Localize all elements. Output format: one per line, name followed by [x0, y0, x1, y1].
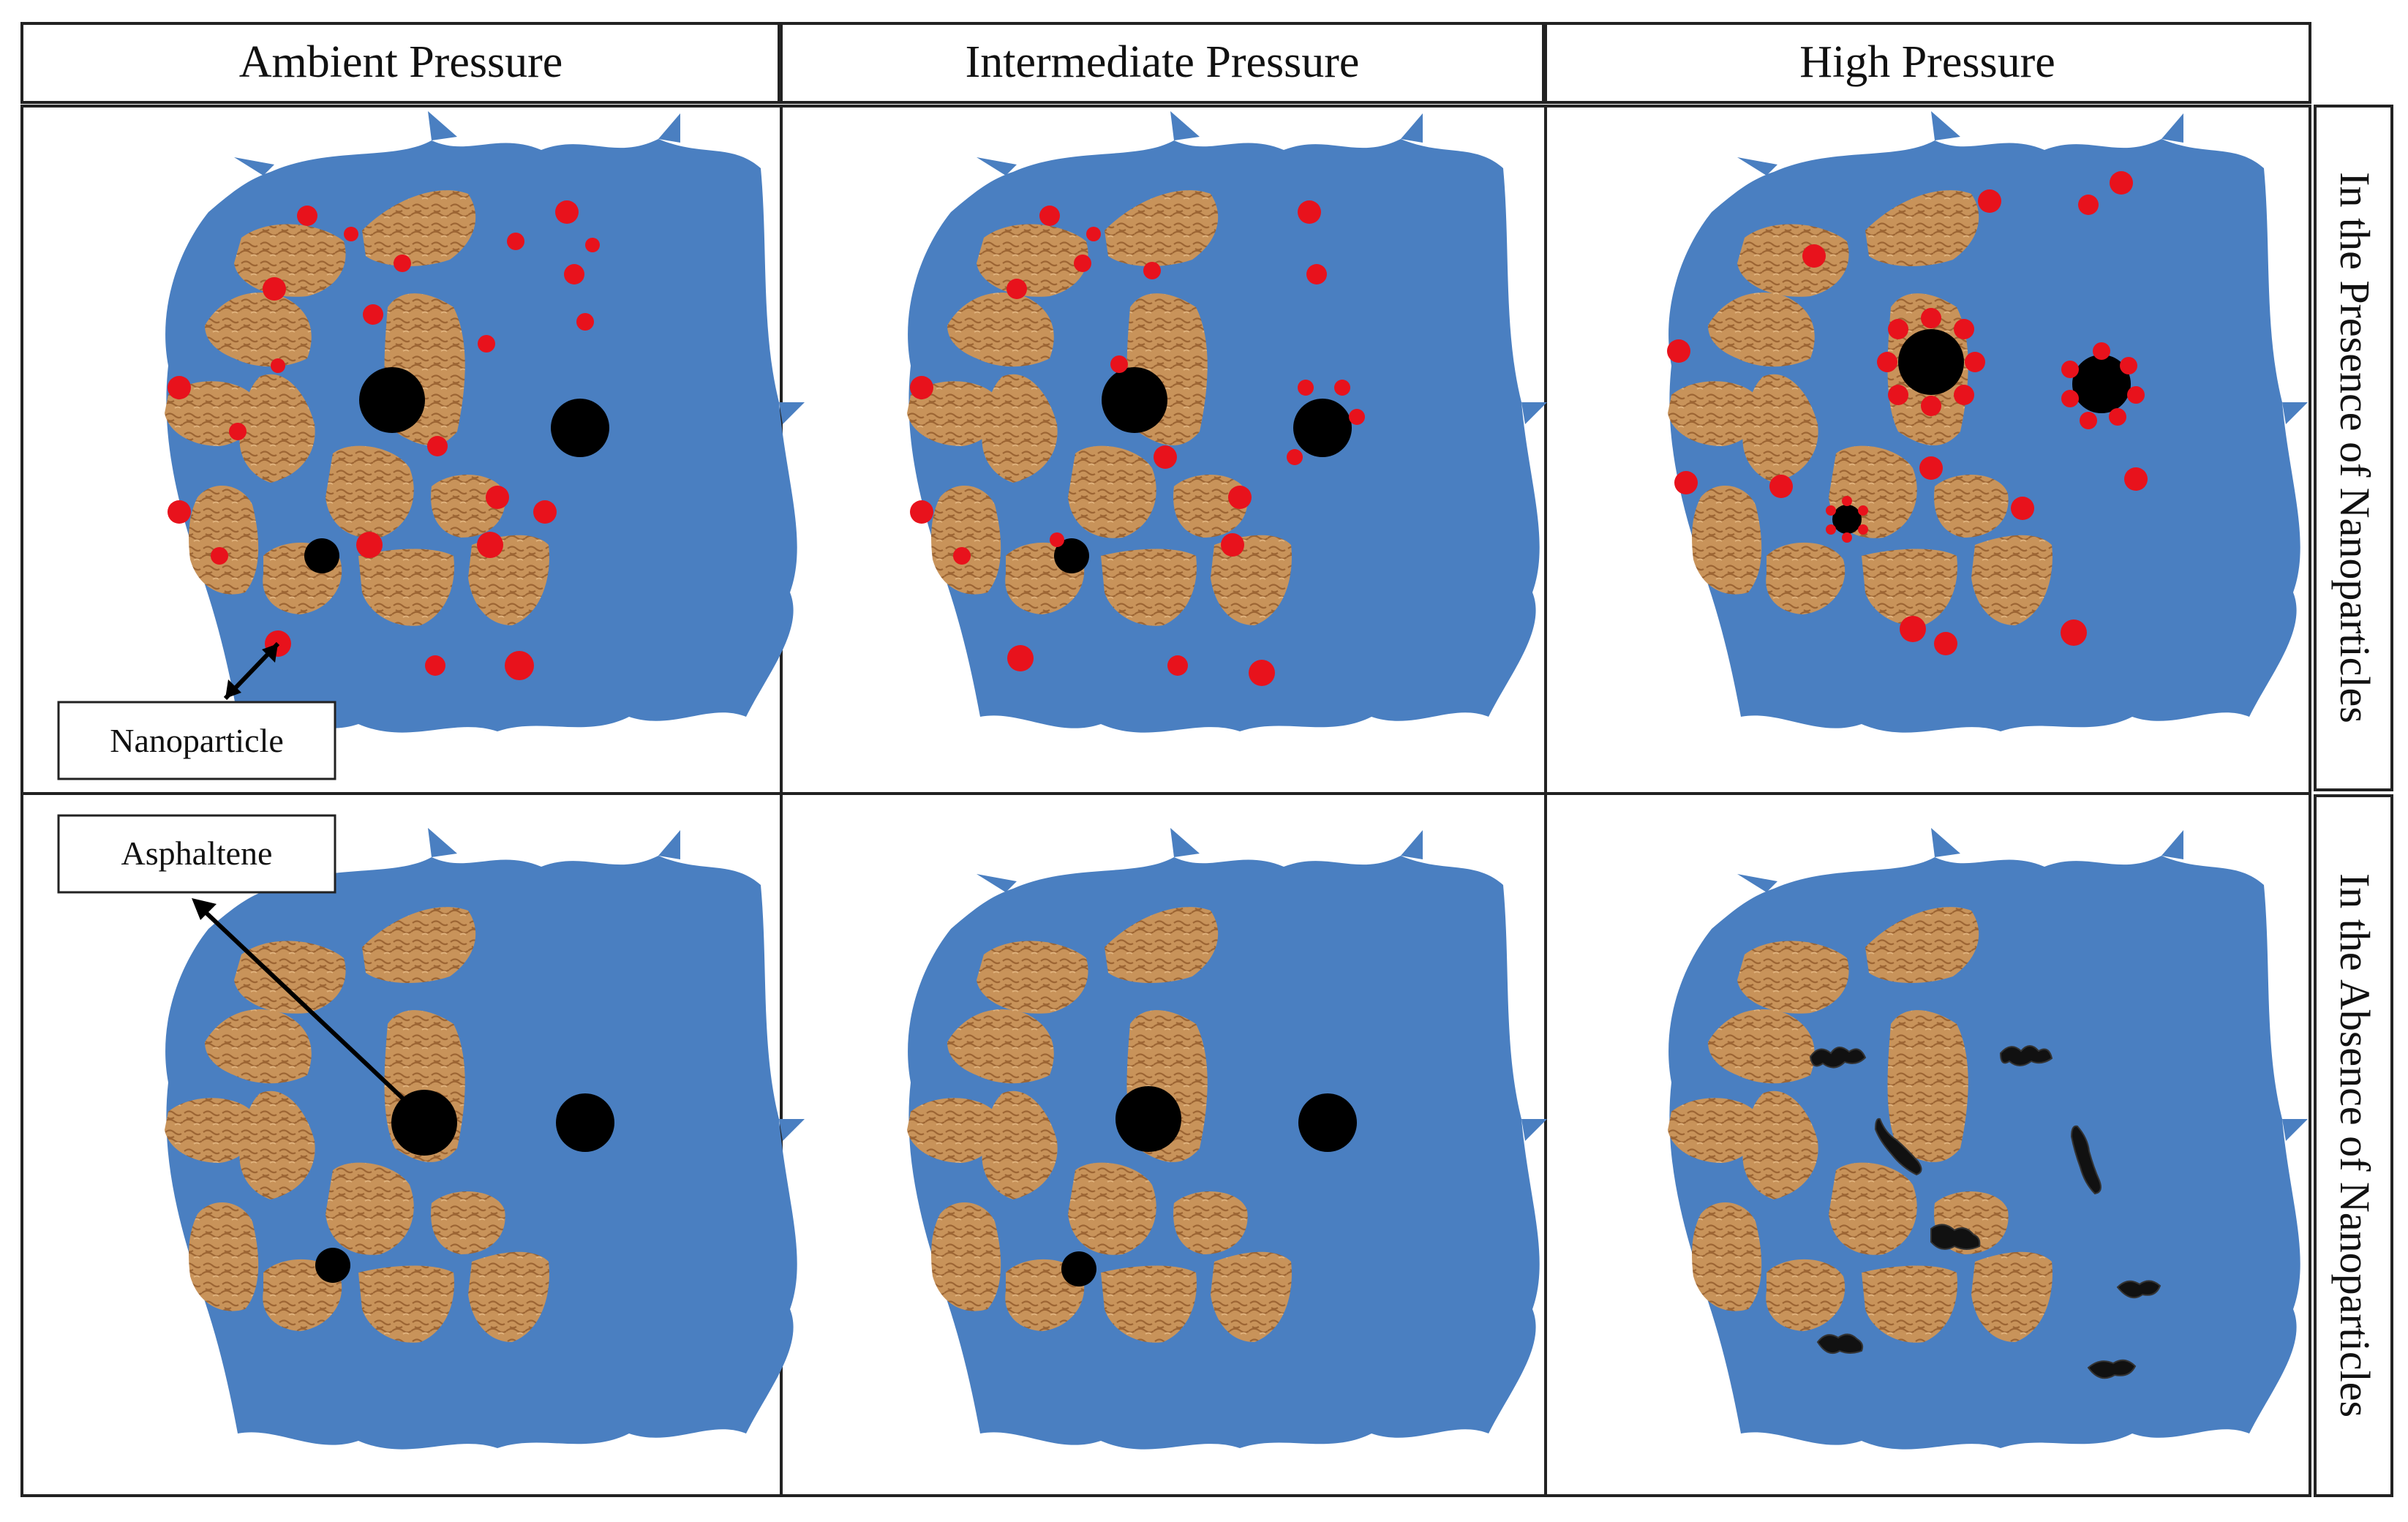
nanoparticles	[1667, 171, 2148, 655]
nanoparticles	[168, 200, 600, 680]
asphaltene-particles	[1832, 329, 2131, 534]
callout-nanoparticle: Nanoparticle	[57, 641, 336, 780]
header-row: Ambient Pressure Intermediate Pressure H…	[20, 22, 2311, 104]
panel-high-presence	[1667, 111, 2308, 733]
callout-label-nanoparticle: Nanoparticle	[110, 722, 284, 759]
asphaltene-particles	[315, 1090, 614, 1283]
panel-ambient-absence	[165, 828, 805, 1450]
callout-label-asphaltene: Asphaltene	[121, 835, 273, 872]
header-high: High Pressure	[1799, 37, 2055, 87]
panel-high-absence	[1668, 828, 2308, 1450]
panel-intermediate-absence	[907, 828, 1547, 1450]
side-labels: In the Presence of Nanoparticles In the …	[2314, 105, 2393, 1497]
panel-grid	[20, 105, 2311, 1497]
nanoparticles	[910, 200, 1365, 686]
callout-asphaltene: Asphaltene	[57, 814, 419, 1114]
panel-ambient-presence	[165, 111, 805, 733]
header-intermediate: Intermediate Pressure	[966, 37, 1360, 87]
row-label-presence: In the Presence of Nanoparticles	[2331, 172, 2379, 723]
asphaltene-particles	[1054, 367, 1352, 573]
header-ambient: Ambient Pressure	[239, 37, 563, 87]
asphaltene-particles	[304, 367, 609, 573]
panel-intermediate-presence	[907, 111, 1547, 733]
asphaltene-particles	[1061, 1086, 1357, 1286]
row-label-absence: In the Absence of Nanoparticles	[2331, 873, 2379, 1417]
asphaltene-deposits	[1809, 1045, 2161, 1379]
